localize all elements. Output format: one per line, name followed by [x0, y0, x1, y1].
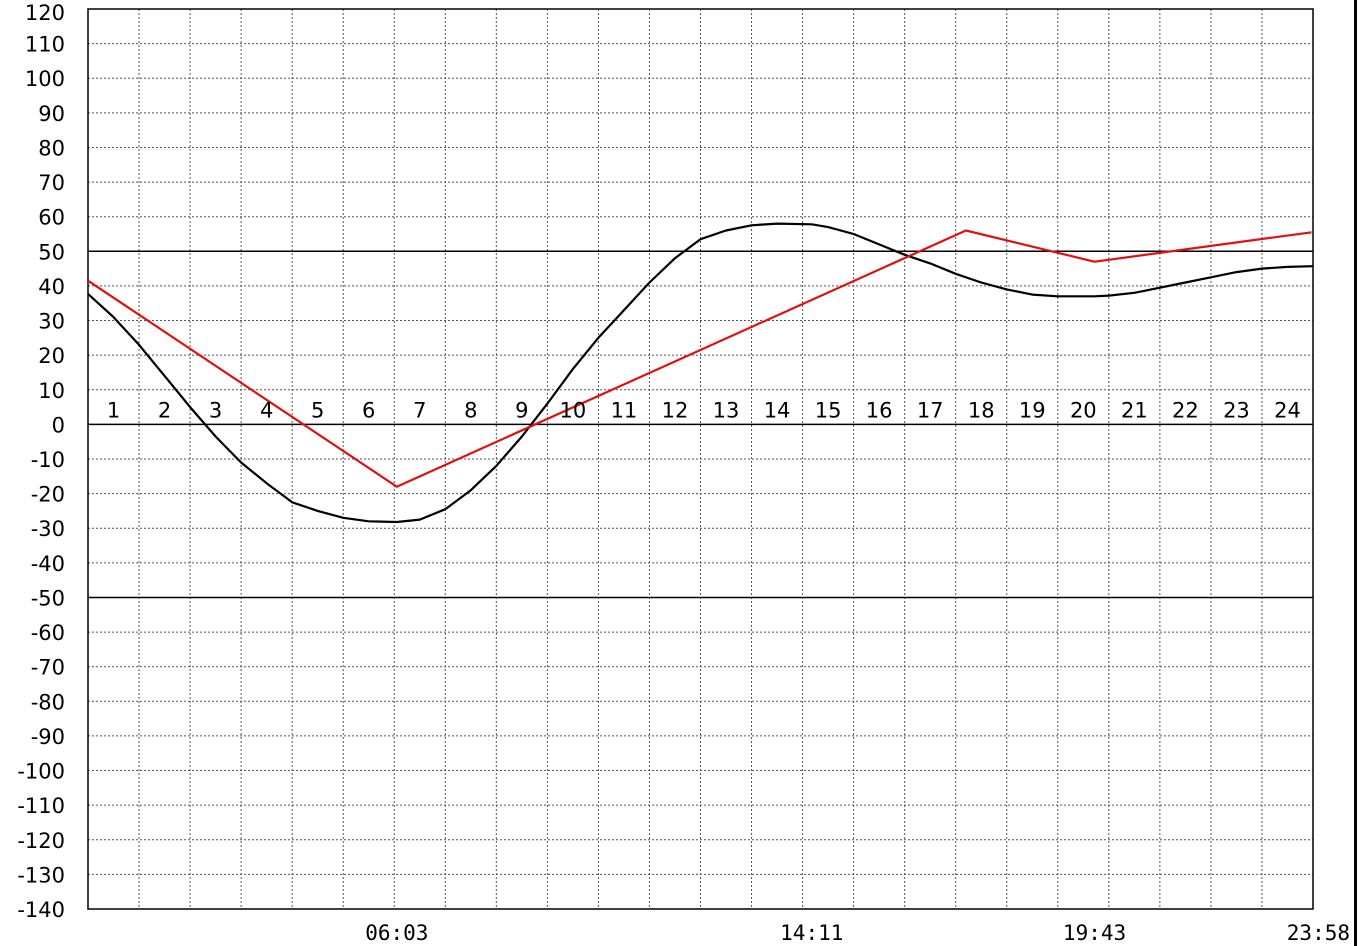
- y-tick-label: -20: [31, 483, 65, 507]
- y-tick-label: 0: [52, 413, 65, 437]
- y-tick-label: -110: [17, 794, 65, 818]
- x-tick-label: 06:03: [365, 921, 428, 945]
- y-tick-label: -120: [17, 829, 65, 853]
- y-tick-label: -30: [31, 517, 65, 541]
- hour-label: 20: [1070, 398, 1097, 422]
- hour-label: 18: [968, 398, 995, 422]
- y-tick-label: -60: [31, 621, 65, 645]
- hour-label: 12: [662, 398, 689, 422]
- x-tick-label: 19:43: [1063, 921, 1126, 945]
- hour-label: 10: [560, 398, 587, 422]
- hour-label: 23: [1223, 398, 1250, 422]
- hour-label: 22: [1172, 398, 1199, 422]
- hour-label: 4: [260, 398, 273, 422]
- hour-label: 8: [464, 398, 477, 422]
- grid: [88, 9, 1313, 909]
- y-tick-label: -100: [17, 760, 65, 784]
- y-tick-label: -140: [17, 898, 65, 922]
- y-tick-label: -50: [31, 586, 65, 610]
- y-tick-label: 60: [38, 206, 65, 230]
- y-tick-label: 90: [38, 102, 65, 126]
- y-tick-label: 40: [38, 275, 65, 299]
- hour-label: 14: [764, 398, 791, 422]
- series-line-1: [87, 222, 1314, 524]
- y-tick-label: 20: [38, 344, 65, 368]
- y-tick-label: 80: [38, 136, 65, 160]
- hour-label: 1: [107, 398, 120, 422]
- hour-label: 3: [209, 398, 222, 422]
- hour-labels: 1 2 3 4 5 6 7 8 9 10 11 12 13 14 15 16 17 18 19 20 21 22 23 24: [107, 398, 1301, 422]
- hour-label: 5: [311, 398, 324, 422]
- series-line-2: [87, 229, 1312, 488]
- plot-frame: [87, 8, 1314, 910]
- x-tick-label: 14:11: [780, 921, 843, 945]
- x-tick-label: 23:58: [1287, 921, 1350, 945]
- right-edge-bar: [1354, 0, 1357, 946]
- y-tick-label: 100: [25, 67, 65, 91]
- reference-lines: [88, 250, 1313, 599]
- hour-label: 9: [515, 398, 528, 422]
- hour-label: 6: [362, 398, 375, 422]
- y-tick-label: 10: [38, 379, 65, 403]
- y-tick-label: -70: [31, 656, 65, 680]
- series-group: [87, 222, 1314, 524]
- y-tick-label: 70: [38, 171, 65, 195]
- hour-label: 2: [158, 398, 171, 422]
- y-tick-label: -80: [31, 690, 65, 714]
- y-tick-label: -130: [17, 863, 65, 887]
- y-tick-label: -10: [31, 448, 65, 472]
- hour-label: 24: [1274, 398, 1301, 422]
- y-tick-label: 120: [25, 1, 65, 25]
- hour-label: 17: [917, 398, 944, 422]
- y-tick-label: 30: [38, 310, 65, 334]
- y-tick-label: -40: [31, 552, 65, 576]
- hour-label: 13: [713, 398, 740, 422]
- y-axis-ticks: 1201101009080706050403020100-10-20-30-40…: [17, 1, 65, 922]
- hour-label: 15: [815, 398, 842, 422]
- hour-label: 16: [866, 398, 893, 422]
- x-axis-ticks: 06:03 14:11 19:43 23:58: [365, 921, 1350, 945]
- hour-label: 7: [413, 398, 426, 422]
- hour-label: 19: [1019, 398, 1046, 422]
- hour-label: 11: [611, 398, 638, 422]
- hour-label: 21: [1121, 398, 1148, 422]
- y-tick-label: -90: [31, 725, 65, 749]
- y-tick-label: 110: [25, 33, 65, 57]
- y-tick-label: 50: [38, 240, 65, 264]
